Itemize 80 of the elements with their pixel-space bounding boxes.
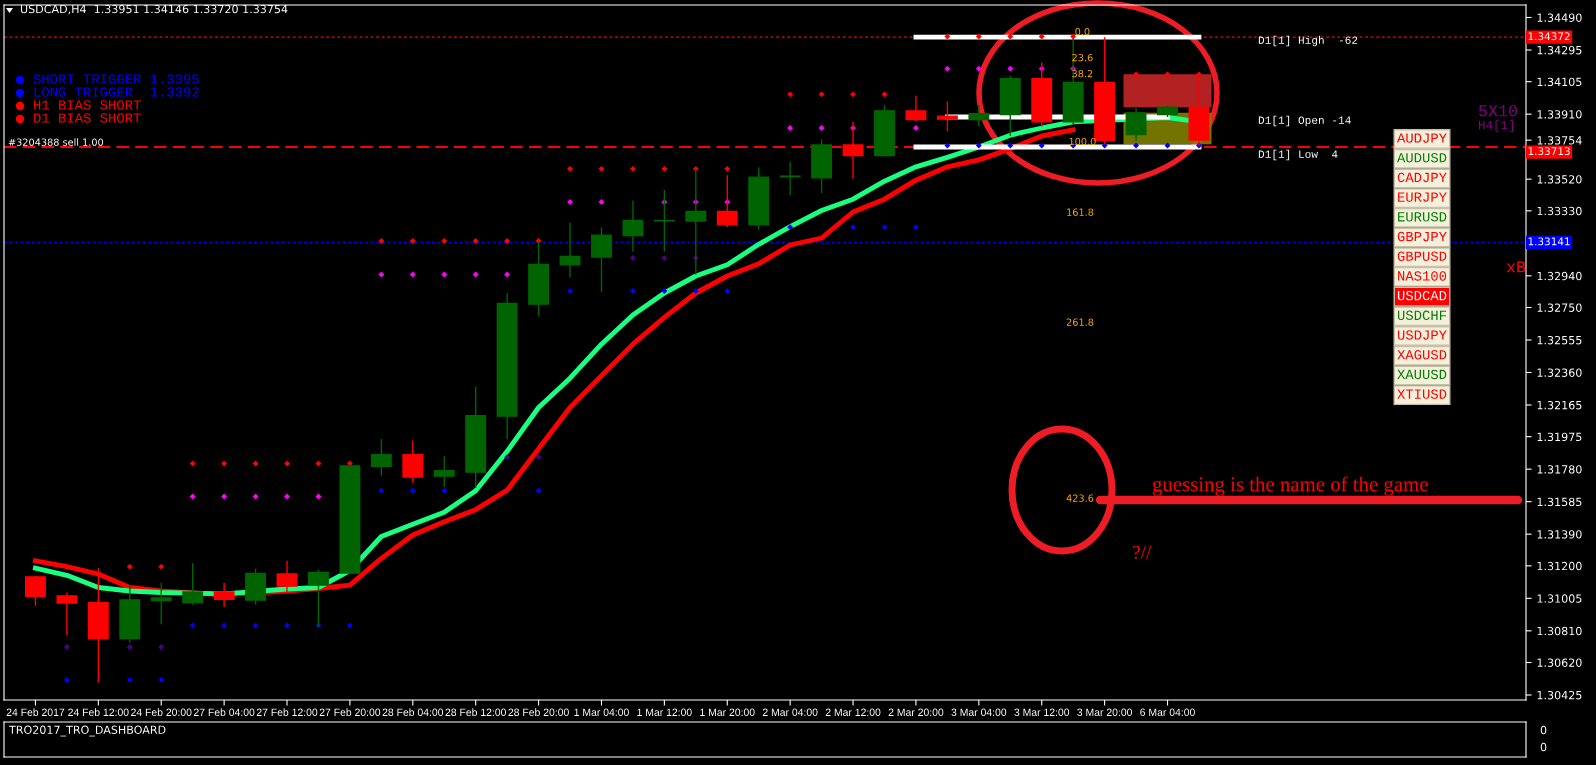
annotation: 161.8 <box>1067 208 1094 216</box>
y-tick-label: 1.31975 <box>1537 432 1582 442</box>
y-tick-label: 1.30810 <box>1537 626 1582 636</box>
text: AUDUSD <box>1396 153 1447 163</box>
text: XAGUSD <box>1397 350 1447 360</box>
text: EURUSD <box>1398 212 1447 222</box>
annotation: guessing is the name of the game <box>1152 476 1428 496</box>
text: TRO2017_TRO_DASHBOARD <box>8 725 166 737</box>
x-tick-label: 27 Feb 04:00 <box>193 708 255 716</box>
x-tick-label: 28 Feb 04:00 <box>382 708 444 716</box>
text: CADJPY <box>1397 172 1447 183</box>
x-tick-label: 6 Mar 04:00 <box>1140 708 1195 716</box>
y-tick-label: 1.31390 <box>1537 530 1582 539</box>
annotation: 100.0 <box>1069 137 1096 146</box>
x-tick-label: 28 Feb 12:00 <box>445 708 506 716</box>
annotation: ?// <box>1133 545 1152 559</box>
text: H4[1] <box>1478 120 1513 132</box>
annotation: 423.6 <box>1066 494 1094 502</box>
text: D1[1] Low 4 <box>1258 149 1338 161</box>
annotation: 261.8 <box>1066 318 1094 326</box>
text: AUDJPY <box>1396 133 1447 143</box>
x-tick-label: 1 Mar 12:00 <box>637 708 692 716</box>
text: 0 <box>1540 742 1547 752</box>
text: D1[1] Open -14 <box>1258 115 1351 127</box>
y-tick-label: 1.34490 <box>1537 13 1582 22</box>
annotation: D1 BIAS SHORT <box>34 113 141 123</box>
y-tick-label: 1.33520 <box>1537 175 1582 184</box>
y-tick-label: 1.34295 <box>1537 45 1582 55</box>
y-tick-label: 1.32940 <box>1537 271 1582 281</box>
x-tick-label: 2 Mar 04:00 <box>762 708 818 716</box>
y-tick-label: 1.31200 <box>1537 561 1582 571</box>
y-tick-label: 1.31780 <box>1537 465 1582 474</box>
y-tick-label: 1.32750 <box>1537 303 1582 312</box>
chart-title: USDCAD,H4 1.33951 1.34146 1.33720 1.33754 <box>20 4 288 15</box>
y-tick-label: 1.33910 <box>1537 110 1582 119</box>
text: XAUUSD <box>1397 369 1447 380</box>
annotation: LONG TRIGGER 1.3392 <box>34 87 199 97</box>
x-tick-label: 1 Mar 20:00 <box>700 708 755 716</box>
annotation: 38.2 <box>1072 69 1093 78</box>
y-tick-label: 1.31585 <box>1537 497 1582 507</box>
annotation: #3204388 sell 1.00 <box>8 138 104 146</box>
x-tick-label: 3 Mar 12:00 <box>1014 708 1070 716</box>
x-tick-label: 3 Mar 20:00 <box>1077 708 1133 716</box>
x-tick-label: 24 Feb 12:00 <box>68 708 129 716</box>
annotation: SHORT TRIGGER 1.3395 <box>33 74 199 84</box>
x-tick-label: 24 Feb 20:00 <box>131 708 192 716</box>
x-tick-label: 28 Feb 20:00 <box>508 708 569 716</box>
text: USDCAD <box>1397 290 1447 301</box>
annotation: 23.6 <box>1072 53 1093 62</box>
text: 5X10 <box>1479 105 1517 117</box>
x-tick-label: 27 Feb 12:00 <box>256 708 318 716</box>
text: EURJPY <box>1398 192 1447 202</box>
y-tick-label: 1.32555 <box>1537 335 1582 345</box>
text: USDJPY <box>1397 330 1447 340</box>
y-tick-label: 1.30620 <box>1537 658 1582 667</box>
x-tick-label: 24 Feb 2017 <box>6 708 65 716</box>
y-tick-label: 1.34105 <box>1537 77 1582 87</box>
y-tick-label: 1.33330 <box>1537 206 1582 216</box>
x-tick-label: 1 Mar 04:00 <box>574 708 629 716</box>
ref-line-label: 1.33141 <box>1528 237 1570 246</box>
x-tick-label: 27 Feb 20:00 <box>319 708 381 716</box>
y-tick-label: 1.32165 <box>1537 400 1582 410</box>
text: USDCHF <box>1397 310 1447 321</box>
x-tick-label: 2 Mar 12:00 <box>825 708 881 716</box>
ref-line-label: 1.33713 <box>1528 147 1570 156</box>
text: GBPJPY <box>1397 231 1447 242</box>
ref-line-label: 1.34372 <box>1528 32 1570 41</box>
annotation: 0.0 <box>1075 27 1090 36</box>
y-tick-label: 1.32360 <box>1537 368 1582 377</box>
text: XTIUSD <box>1397 389 1447 399</box>
y-tick-label: 1.31005 <box>1537 594 1582 603</box>
annotation: H1 BIAS SHORT <box>34 100 141 110</box>
text: NAS100 <box>1398 271 1447 281</box>
text: D1[1] High -62 <box>1258 35 1358 47</box>
x-tick-label: 3 Mar 04:00 <box>951 708 1007 716</box>
y-tick-label: 1.33754 <box>1537 136 1582 145</box>
x-tick-label: 2 Mar 20:00 <box>888 708 944 716</box>
y-tick-label: 1.30425 <box>1537 690 1582 700</box>
text: 0 <box>1540 725 1547 735</box>
text: GBPUSD <box>1397 251 1447 261</box>
